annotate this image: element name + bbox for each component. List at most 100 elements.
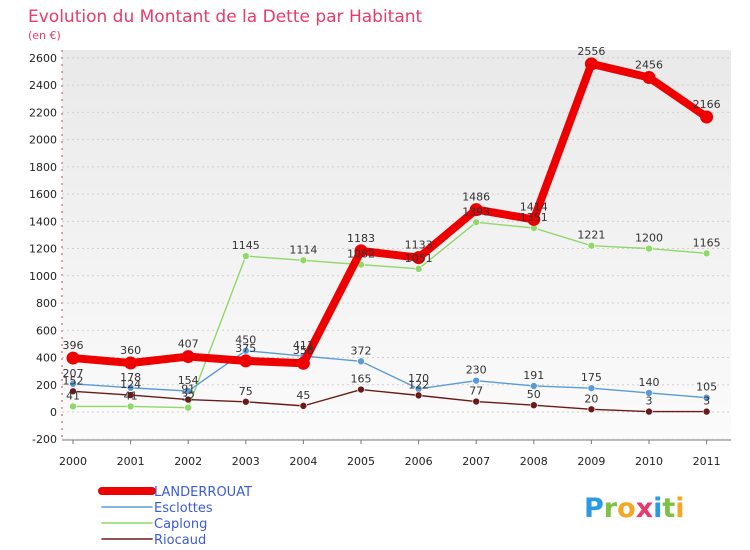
data-point-caplong — [299, 256, 308, 265]
data-point-landerrouat — [354, 244, 368, 258]
x-tick-label: 2004 — [289, 455, 317, 468]
data-point-esclottes — [357, 357, 365, 366]
series-group — [66, 57, 714, 416]
y-tick-label: 1400 — [29, 215, 57, 228]
y-tick-label: 1200 — [29, 243, 57, 256]
data-point-landerrouat — [527, 212, 541, 226]
data-label-esclottes: 372 — [351, 344, 372, 357]
y-tick-label: 1600 — [29, 188, 57, 201]
data-label-landerrouat: 358 — [293, 344, 314, 357]
data-label-esclottes: 411 — [293, 339, 314, 352]
x-tick-label: 2011 — [693, 455, 721, 468]
x-tick-label: 2005 — [347, 455, 375, 468]
data-point-riocaud — [587, 405, 596, 414]
data-label-caplong: 1051 — [405, 252, 433, 265]
data-point-landerrouat — [66, 351, 80, 365]
logo-letter: t — [662, 493, 675, 524]
y-tick-labels: -200 0 200 400 600 800 1000 1200 1400 1600 1800 200… — [29, 52, 57, 446]
data-point-esclottes — [184, 387, 192, 395]
x-tick-label: 2002 — [174, 455, 202, 468]
data-label-landerrouat: 1133 — [405, 239, 433, 252]
data-label-caplong: 1082 — [347, 248, 375, 261]
y-tick-label: -200 — [32, 433, 57, 446]
data-point-riocaud — [529, 401, 538, 409]
x-tick-label: 2008 — [520, 455, 548, 468]
data-label-esclottes: 207 — [63, 367, 84, 380]
data-label-esclottes: 105 — [696, 381, 717, 394]
series-line-esclottes — [72, 350, 708, 399]
x-tick-label: 2007 — [462, 455, 490, 468]
data-label-landerrouat: 407 — [178, 338, 199, 351]
data-point-riocaud — [299, 402, 308, 410]
data-point-caplong — [69, 402, 77, 411]
data-label-caplong: 41 — [124, 389, 138, 402]
data-point-caplong — [184, 403, 192, 412]
data-label-riocaud: 91 — [181, 383, 195, 396]
data-label-landerrouat: 396 — [63, 339, 84, 352]
data-label-esclottes: 450 — [235, 334, 256, 347]
data-point-caplong — [587, 241, 596, 250]
data-label-riocaud: 75 — [239, 385, 253, 398]
y-tick-label: 600 — [36, 324, 57, 337]
data-label-riocaud: 3 — [646, 395, 653, 408]
data-label-landerrouat: 1414 — [520, 200, 548, 213]
data-labels-group: 41 41 32 1145 1114 1082 1051 1393 1351 1221 1200 11… — [63, 45, 721, 408]
chart-subtitle: (en €) — [28, 29, 61, 42]
data-label-caplong: 32 — [181, 391, 195, 404]
data-point-caplong — [645, 244, 653, 253]
logo-letter: o — [617, 493, 636, 524]
data-point-esclottes — [587, 384, 596, 392]
data-point-esclottes — [126, 383, 135, 392]
data-label-riocaud: 152 — [63, 374, 84, 387]
x-tick-label: 2010 — [635, 455, 663, 468]
data-label-riocaud: 124 — [120, 378, 141, 391]
y-tick-label: 2600 — [29, 52, 57, 65]
data-label-caplong: 1114 — [289, 243, 317, 256]
data-label-caplong: 1165 — [693, 236, 721, 249]
data-point-landerrouat — [584, 57, 598, 71]
y-tick-label: 2000 — [29, 134, 57, 147]
legend-label-esclottes: Esclottes — [154, 501, 213, 516]
x-tick-label: 2000 — [59, 455, 87, 468]
data-label-landerrouat: 2556 — [577, 45, 605, 58]
data-label-riocaud: 50 — [527, 388, 541, 401]
series-line-caplong — [72, 221, 708, 409]
data-point-riocaud — [357, 385, 365, 394]
data-label-esclottes: 191 — [523, 369, 544, 382]
x-tick-label: 2003 — [232, 455, 260, 468]
data-point-landerrouat — [642, 70, 656, 84]
legend-label-caplong: Caplong — [154, 517, 207, 532]
data-point-esclottes — [242, 346, 250, 355]
data-point-caplong — [242, 252, 250, 260]
data-label-esclottes: 175 — [581, 371, 602, 384]
data-label-caplong: 1351 — [520, 211, 548, 224]
data-point-riocaud — [184, 395, 192, 404]
chart-title: Evolution du Montant de la Dette par Hab… — [28, 7, 423, 27]
data-point-riocaud — [645, 407, 653, 416]
data-label-esclottes: 140 — [639, 376, 660, 389]
data-point-esclottes — [645, 389, 653, 397]
logo-letter: r — [604, 493, 618, 524]
data-point-esclottes — [529, 382, 538, 390]
data-label-esclottes: 154 — [178, 374, 199, 387]
data-point-riocaud — [702, 407, 711, 416]
data-label-riocaud: 3 — [703, 395, 710, 408]
y-tick-label: 2200 — [29, 106, 57, 119]
data-label-riocaud: 77 — [469, 385, 483, 398]
data-label-riocaud: 122 — [408, 378, 429, 391]
y-tick-label: 1800 — [29, 161, 57, 174]
data-point-riocaud — [69, 387, 77, 396]
y-tick-label: 1000 — [29, 270, 57, 283]
data-point-caplong — [702, 249, 711, 258]
data-label-caplong: 41 — [66, 389, 80, 402]
data-point-caplong — [414, 265, 423, 273]
data-label-esclottes: 230 — [466, 364, 487, 377]
data-point-landerrouat — [412, 251, 426, 265]
data-point-landerrouat — [181, 350, 195, 364]
y-tick-label: 0 — [50, 406, 57, 419]
data-label-landerrouat: 2456 — [635, 58, 663, 71]
data-point-landerrouat — [124, 356, 138, 370]
logo-letter: P — [584, 493, 604, 524]
